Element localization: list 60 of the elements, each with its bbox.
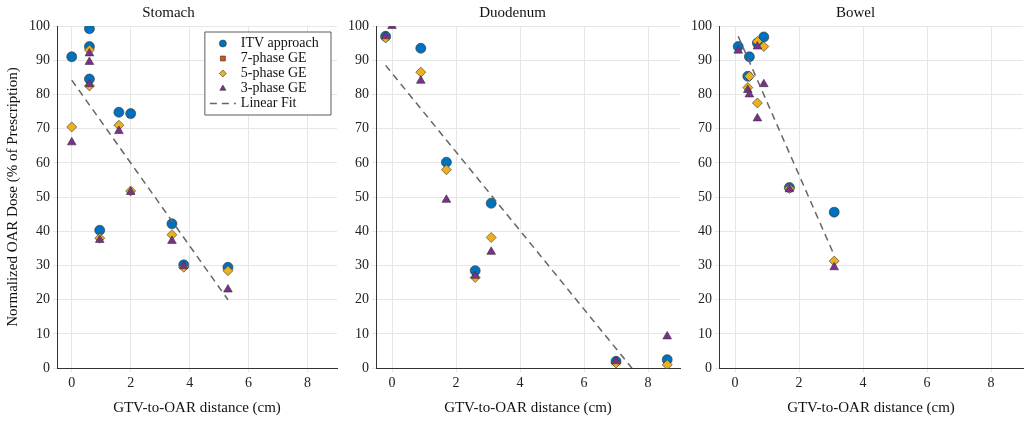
x-tick-label: 4	[859, 375, 867, 391]
y-tick-label: 100	[29, 17, 50, 33]
chart-title: Stomach	[142, 3, 196, 20]
y-tick-label: 100	[691, 17, 712, 33]
legend-label: 7-phase GE	[240, 50, 307, 66]
legend-label: 5-phase GE	[240, 65, 307, 81]
y-tick-label: 70	[355, 120, 369, 136]
y-tick-label: 50	[36, 188, 50, 204]
y-tick-label: 0	[362, 359, 369, 375]
y-tick-label: 30	[698, 257, 712, 273]
x-tick-label: 4	[186, 375, 194, 391]
x-tick-label: 8	[644, 375, 652, 391]
y-tick-label: 20	[355, 291, 369, 307]
legend-label: 3-phase GE	[240, 80, 307, 96]
chart-title: Bowel	[835, 3, 876, 20]
y-tick-label: 40	[355, 222, 369, 238]
x-tick-label: 8	[304, 375, 312, 391]
x-tick-label: 2	[795, 375, 803, 391]
x-tick-label: 0	[731, 375, 739, 391]
y-axis-title: Normalized OAR Dose (% of Prescription)	[3, 67, 21, 327]
chart-title: Duodenum	[479, 3, 547, 20]
y-tick-label: 90	[36, 51, 50, 67]
y-tick-label: 10	[698, 325, 712, 341]
x-tick-label: 2	[452, 375, 460, 391]
y-tick-label: 60	[698, 154, 712, 170]
x-tick-label: 4	[516, 375, 524, 391]
y-tick-label: 70	[698, 120, 712, 136]
y-tick-label: 10	[36, 325, 50, 341]
y-tick-label: 80	[36, 86, 50, 102]
y-tick-label: 50	[698, 188, 712, 204]
y-tick-label: 40	[36, 222, 50, 238]
x-axis-title: GTV-to-OAR distance (cm)	[444, 398, 612, 416]
y-tick-label: 30	[36, 257, 50, 273]
x-tick-label: 8	[987, 375, 995, 391]
y-tick-label: 90	[355, 51, 369, 67]
x-tick-label: 6	[923, 375, 931, 391]
y-tick-label: 100	[348, 17, 369, 33]
y-tick-label: 80	[355, 86, 369, 102]
legend-label: Linear Fit	[240, 95, 297, 111]
y-tick-label: 30	[355, 257, 369, 273]
y-tick-label: 0	[43, 359, 50, 375]
x-axis-title: GTV-to-OAR distance (cm)	[113, 398, 281, 416]
y-tick-label: 40	[698, 222, 712, 238]
y-tick-label: 60	[355, 154, 369, 170]
x-tick-label: 6	[245, 375, 253, 391]
y-tick-label: 70	[36, 120, 50, 136]
y-tick-label: 50	[355, 188, 369, 204]
x-tick-label: 6	[580, 375, 588, 391]
y-tick-label: 0	[705, 359, 712, 375]
y-tick-label: 20	[698, 291, 712, 307]
x-tick-label: 0	[68, 375, 76, 391]
y-tick-label: 10	[355, 325, 369, 341]
y-tick-label: 60	[36, 154, 50, 170]
y-tick-label: 90	[698, 51, 712, 67]
y-tick-label: 80	[698, 86, 712, 102]
y-tick-label: 20	[36, 291, 50, 307]
x-axis-title: GTV-to-OAR distance (cm)	[787, 398, 955, 416]
legend-label: ITV approach	[240, 35, 319, 51]
x-tick-label: 2	[127, 375, 135, 391]
x-tick-label: 0	[388, 375, 396, 391]
